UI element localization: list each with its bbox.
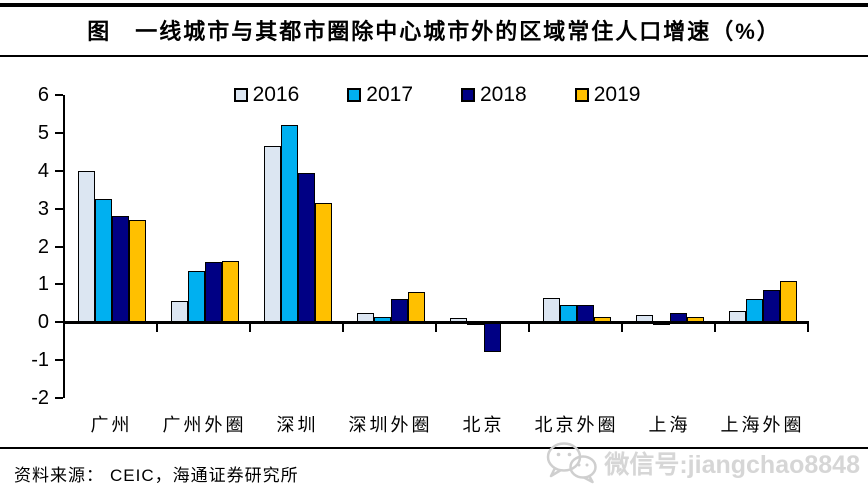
source-text: CEIC，海通证券研究所 [110,466,299,485]
x-tick-mark [621,324,623,332]
bar-group [158,95,251,398]
x-tick-mark [156,324,158,332]
y-tick-mark [55,169,63,172]
legend-label: 2017 [366,83,413,106]
y-axis-line [63,95,65,398]
bar-group [716,95,809,398]
bar-group [344,95,437,398]
x-tick-mark [342,324,344,332]
bar-2018 [297,172,315,323]
x-tick-label: 深圳 [276,415,319,435]
legend-item-2018: 2018 [461,83,527,107]
plot-area: 6 5 4 3 2 1 0 -1 -2 [31,84,809,409]
x-axis-labels: 广州 广州外圈 深圳 深圳外圈 北京 北京外圈 上海 上海外圈 [65,411,809,437]
y-tick-label: 4 [37,159,49,182]
y-tick-label: -2 [31,387,49,409]
bar-2018 [762,290,780,323]
bar-2016 [77,170,95,323]
legend-swatch-icon [347,88,362,102]
x-tick-label: 北京 [462,415,505,435]
y-tick-label: 5 [37,121,49,144]
bar-2016 [542,297,560,323]
source-note: 资料来源： CEIC，海通证券研究所 [14,461,299,486]
bar-2017 [187,271,205,323]
bar-2017 [94,199,112,323]
bar-2017 [280,125,298,323]
bar-2016 [170,301,188,323]
chart-title: 图 一线城市与其都市圈除中心城市外的区域常住人口增速（%） [87,19,781,44]
bar-2019 [314,202,332,323]
legend-swatch-icon [574,88,589,102]
watermark-text: 微信号:jiangchao8848 [604,451,860,479]
x-tick-label: 广州外圈 [162,415,247,435]
x-tick-label: 上海 [648,415,691,435]
legend-item-2017: 2017 [347,83,413,107]
y-tick-mark [55,397,63,399]
y-tick-mark [55,359,63,362]
x-tick-mark [435,324,437,332]
y-axis: 6 5 4 3 2 1 0 -1 -2 [0,84,63,409]
bar-groups [65,95,809,398]
x-tick-mark [714,324,716,332]
title-divider-rule [0,55,868,57]
y-tick-mark [55,131,63,134]
x-tick-mark [528,324,530,332]
bar-group [251,95,344,398]
x-tick-mark [249,324,251,332]
x-tick-label: 广州 [90,415,133,435]
legend-swatch-icon [233,88,248,102]
bar-2019 [407,291,425,323]
bar-2017 [559,305,577,323]
y-tick-label: 3 [37,197,49,220]
y-tick-mark [55,207,63,210]
bar-2019 [221,260,239,323]
bar-2019 [779,280,797,323]
bar-2018 [204,261,222,323]
legend-item-2016: 2016 [233,83,300,107]
y-tick-label: -1 [31,349,49,372]
y-tick-mark [55,283,63,286]
bar-2016 [263,146,281,323]
legend-swatch-icon [461,88,475,102]
bar-2018 [483,321,501,352]
legend: 2016 2017 2018 2019 [65,83,809,107]
bar-group [437,95,530,398]
legend-label: 2018 [480,83,527,106]
bar-2018 [390,298,408,323]
bottom-rule [0,447,868,449]
x-tick-label: 北京外圈 [534,415,619,435]
bar-2017 [745,298,763,323]
legend-label: 2016 [252,83,300,106]
legend-label: 2019 [593,83,641,106]
source-label: 资料来源： [14,466,104,485]
y-tick-label: 6 [37,84,49,106]
x-tick-mark [807,324,809,332]
bar-2018 [111,216,129,323]
bar-group [623,95,716,398]
top-rule [0,3,868,7]
y-tick-label: 2 [37,235,49,258]
y-tick-mark [55,245,63,248]
y-tick-label: 0 [37,311,49,334]
bar-2019 [128,219,146,323]
x-tick-label: 上海外圈 [720,415,805,435]
legend-item-2019: 2019 [574,83,641,107]
y-tick-label: 1 [37,273,49,296]
bar-group [530,95,623,398]
x-tick-label: 深圳外圈 [348,415,433,435]
y-tick-mark [55,321,63,324]
bar-group [65,95,158,398]
bar-2018 [576,305,594,323]
x-axis-zero-line [63,321,809,324]
y-tick-mark [55,94,63,96]
